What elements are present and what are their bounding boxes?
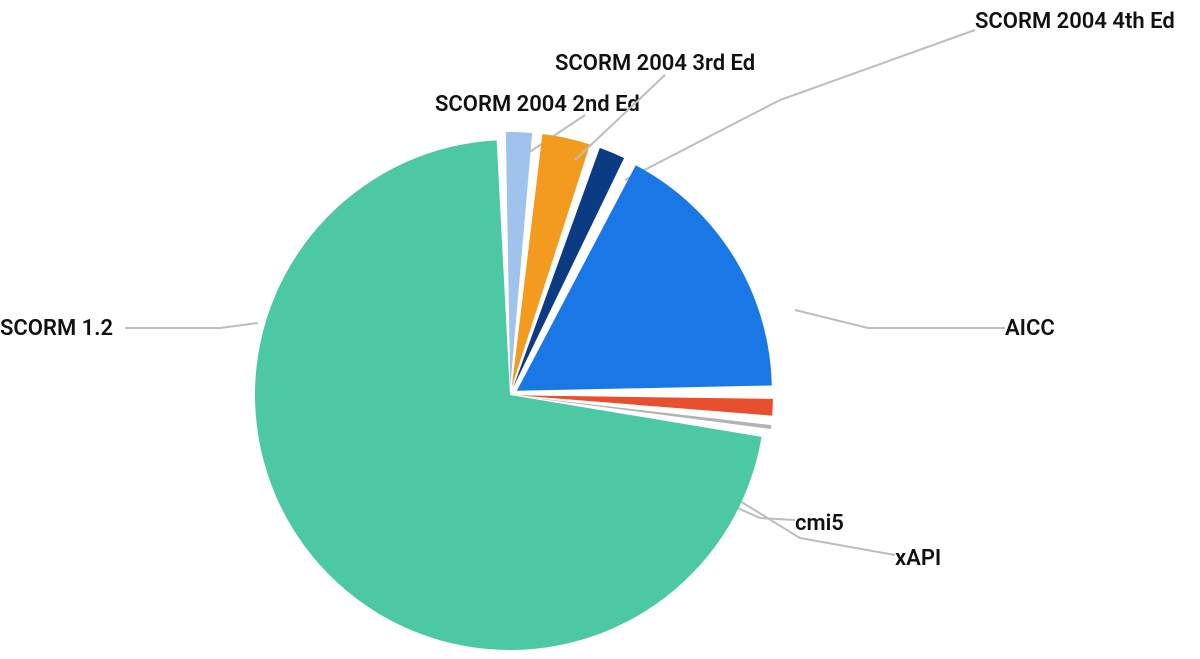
slice-label: SCORM 2004 4th Ed bbox=[975, 9, 1175, 34]
slice-label: cmi5 bbox=[795, 511, 844, 536]
pie-chart: SCORM 2004 2nd Ed SCORM 2004 3rd Ed SCORM … bbox=[0, 0, 1200, 659]
leader-line bbox=[125, 323, 258, 328]
slice-label: AICC bbox=[1005, 316, 1055, 341]
slice-label: SCORM 1.2 bbox=[0, 316, 113, 341]
leader-line bbox=[575, 75, 665, 160]
slice-label: SCORM 2004 3rd Ed bbox=[555, 51, 755, 76]
slice-label: SCORM 2004 2nd Ed bbox=[435, 92, 640, 117]
slice-label: xAPI bbox=[895, 546, 941, 571]
leader-line bbox=[795, 310, 1005, 328]
